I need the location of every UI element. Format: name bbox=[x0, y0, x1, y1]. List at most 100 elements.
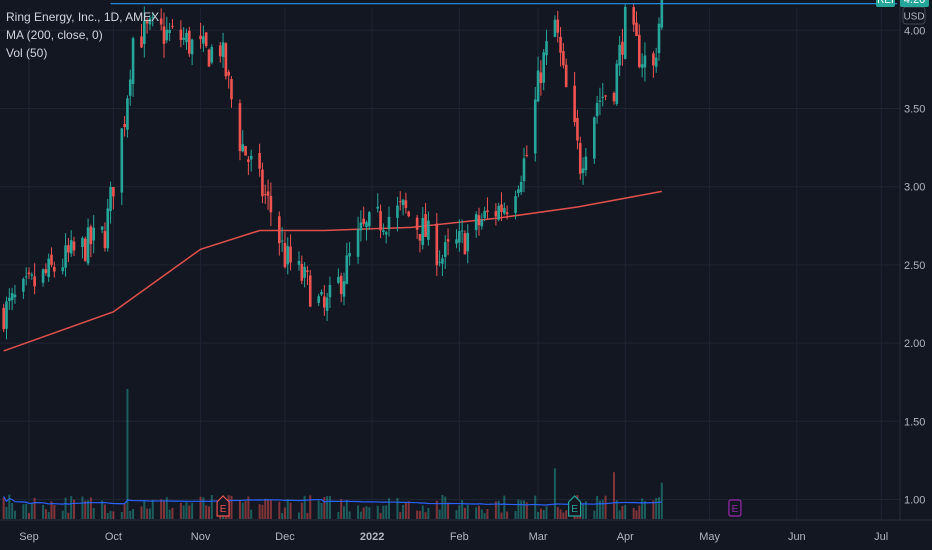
volume-bar bbox=[523, 500, 525, 519]
time-tick-label: May bbox=[699, 531, 720, 543]
candle-body bbox=[368, 212, 371, 227]
legend-symbol[interactable]: Ring Energy, Inc., 1D, AMEX bbox=[6, 10, 160, 24]
candle-body bbox=[306, 270, 309, 273]
candle-body bbox=[593, 117, 596, 159]
volume-bar bbox=[328, 496, 331, 519]
volume-bar bbox=[143, 500, 146, 519]
candle-body bbox=[503, 208, 506, 214]
candle-body bbox=[24, 276, 28, 278]
volume-bar bbox=[379, 512, 382, 519]
volume-bar bbox=[652, 500, 655, 519]
volume-bar bbox=[258, 504, 261, 519]
volume-bar bbox=[191, 502, 194, 519]
volume-bar bbox=[323, 497, 326, 519]
candle-body bbox=[477, 215, 481, 226]
volume-bar bbox=[87, 500, 90, 519]
candle-body bbox=[247, 159, 250, 162]
candle-body bbox=[398, 201, 402, 203]
price-badge bbox=[900, 0, 929, 8]
volume-bar bbox=[385, 505, 388, 519]
volume-bar bbox=[340, 499, 343, 519]
candle-body bbox=[638, 34, 641, 68]
volume-bar bbox=[359, 511, 362, 519]
volume-bar bbox=[13, 510, 16, 519]
candle-body bbox=[224, 43, 228, 77]
candle-body bbox=[545, 41, 548, 56]
volume-bar bbox=[202, 497, 205, 519]
candle-body bbox=[2, 307, 5, 330]
candle-body bbox=[539, 72, 543, 84]
price-tick-label: 1.50 bbox=[904, 416, 925, 428]
candle-body bbox=[643, 55, 647, 68]
volume-ma-line bbox=[3, 496, 662, 506]
candle-body bbox=[22, 279, 25, 292]
candle-body bbox=[494, 211, 498, 217]
volume-bar bbox=[264, 498, 267, 519]
candle-body bbox=[356, 229, 360, 257]
volume-bar bbox=[365, 506, 368, 519]
candle-body bbox=[418, 234, 422, 241]
volume-bar bbox=[241, 502, 244, 519]
candle-body bbox=[159, 18, 163, 25]
candle-body bbox=[151, 16, 155, 18]
candle-body bbox=[143, 20, 146, 45]
volume-bar bbox=[33, 497, 36, 519]
candle-body bbox=[13, 294, 17, 298]
volume-bar bbox=[601, 499, 604, 519]
volume-bar bbox=[123, 503, 126, 519]
volume-bar bbox=[106, 513, 109, 519]
volume-bar bbox=[447, 502, 450, 519]
candle-body bbox=[407, 211, 410, 217]
candle-body bbox=[595, 103, 599, 117]
price-tick-label: 4.00 bbox=[904, 25, 925, 37]
candle-body bbox=[598, 100, 602, 102]
volume-bar bbox=[28, 512, 30, 519]
legend-volume[interactable]: Vol (50) bbox=[6, 46, 48, 60]
volume-bar bbox=[30, 503, 33, 519]
volume-bar bbox=[537, 511, 540, 519]
volume-bar bbox=[250, 509, 253, 519]
volume-bar bbox=[261, 504, 264, 519]
volume-bar bbox=[109, 510, 112, 519]
volume-bar bbox=[210, 494, 213, 519]
volume-bar bbox=[435, 500, 438, 519]
candle-body bbox=[632, 7, 635, 25]
candle-body bbox=[280, 240, 284, 242]
volume-bar bbox=[61, 510, 64, 519]
candle-body bbox=[612, 92, 616, 102]
volume-bar bbox=[11, 503, 14, 519]
candle-body bbox=[44, 269, 48, 273]
volume-bar bbox=[368, 507, 371, 519]
volume-bar bbox=[199, 496, 202, 519]
candle-body bbox=[325, 297, 329, 311]
volume-bar bbox=[553, 468, 556, 519]
candle-body bbox=[204, 32, 208, 47]
candle-body bbox=[218, 45, 222, 57]
earnings-marker-label: E bbox=[732, 504, 739, 515]
volume-bar bbox=[542, 510, 545, 519]
candle-body bbox=[249, 155, 253, 160]
candle-body bbox=[660, 0, 664, 28]
candle-body bbox=[443, 242, 447, 257]
volume-bar bbox=[269, 500, 272, 519]
candle-body bbox=[564, 64, 568, 88]
volume-bar bbox=[598, 500, 601, 519]
volume-bar bbox=[278, 501, 281, 519]
candle-body bbox=[230, 79, 233, 100]
legend-ma[interactable]: MA (200, close, 0) bbox=[6, 28, 103, 42]
volume-bar bbox=[635, 510, 638, 519]
volume-bar bbox=[503, 495, 506, 519]
candle-body bbox=[578, 142, 582, 174]
volume-bar bbox=[632, 507, 635, 519]
volume-bar bbox=[343, 506, 345, 519]
candle-body bbox=[652, 53, 655, 66]
candle-body bbox=[41, 269, 45, 283]
time-tick-label: Oct bbox=[105, 531, 122, 543]
volume-bar bbox=[185, 502, 188, 519]
time-tick-label: Sep bbox=[19, 531, 39, 543]
currency-label: USD bbox=[903, 12, 924, 23]
volume-bar bbox=[624, 504, 627, 519]
candle-body bbox=[47, 258, 50, 278]
candle-body bbox=[33, 276, 36, 287]
